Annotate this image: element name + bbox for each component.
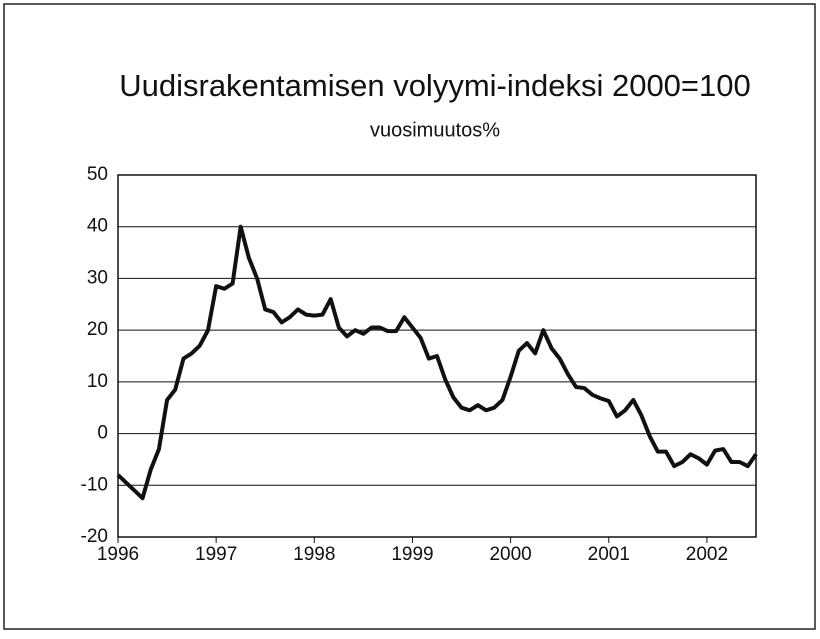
x-tick-label: 1998 [293,544,335,565]
x-tick-label: 2000 [489,544,531,565]
y-tick-label: 30 [87,267,108,288]
chart-subtitle: vuosimuutos% [370,119,500,141]
x-tick-label: 2002 [686,544,728,565]
frame [3,3,816,630]
y-tick-label: 50 [87,164,108,185]
data-line [116,224,758,501]
y-tick-label: -10 [81,474,108,495]
y-tick-label: 20 [87,319,108,340]
x-tick-label: 2001 [588,544,630,565]
y-tick-label: 0 [97,423,108,444]
x-tick-label: 1999 [391,544,433,565]
y-tick-label: -20 [81,526,108,547]
x-tick-label: 1996 [97,544,139,565]
chart-title: Uudisrakentamisen volyymi-indeksi 2000=1… [119,68,751,103]
x-tick-label: 1997 [195,544,237,565]
y-tick-label: 10 [87,371,108,392]
y-tick-label: 40 [87,216,108,237]
